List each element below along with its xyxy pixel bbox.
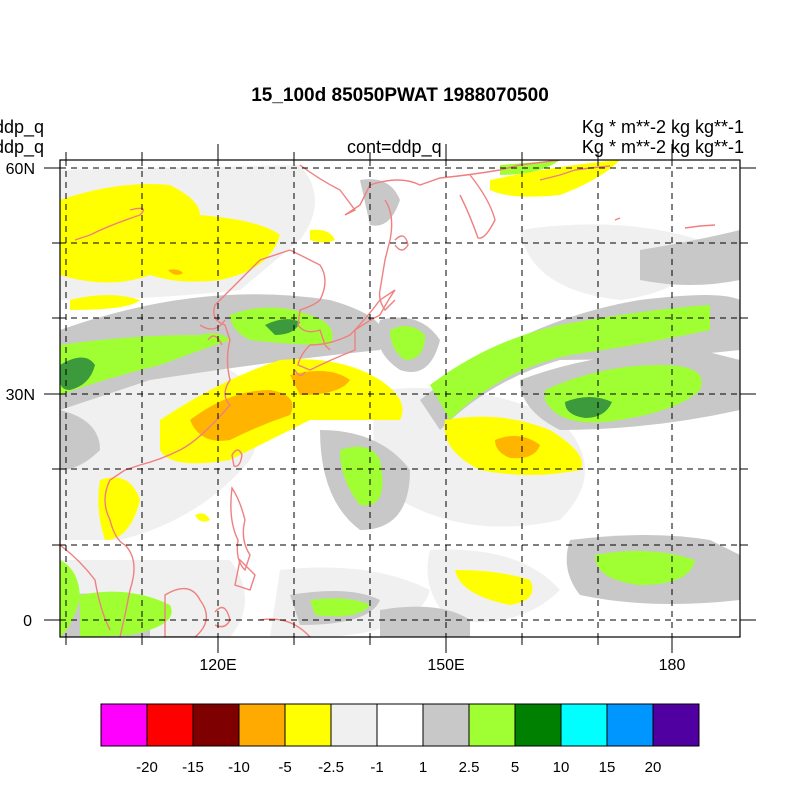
colorbar-swatch — [606, 703, 654, 747]
colorbar: -20 -15 -10 -5 -2.5 -1 1 2.5 5 10 15 20 — [100, 703, 700, 776]
units-label: Kg * m**-2 kg kg**-1 — [581, 117, 744, 137]
colorbar-label: -2.5 — [318, 759, 344, 776]
colorbar-swatch — [284, 703, 332, 747]
contour-label: cont=ddp_q — [347, 137, 442, 157]
colorbar-swatch — [238, 703, 286, 747]
colorbar-label: -5 — [278, 759, 291, 776]
plot-title: 15_100d 85050PWAT 1988070500 — [251, 85, 549, 106]
colorbar-swatch — [652, 703, 700, 747]
filled-contours — [60, 160, 740, 637]
colorbar-label: -10 — [228, 759, 250, 776]
lat-label-60n: 60N — [6, 161, 35, 178]
axis-ticks — [44, 144, 756, 653]
colorbar-label: -1 — [370, 759, 383, 776]
left-variable-label-2: ddp_q — [0, 137, 45, 157]
colorbar-label: 5 — [511, 759, 519, 776]
colorbar-swatch — [376, 703, 424, 747]
lon-label-180: 180 — [659, 657, 686, 674]
colorbar-label: 2.5 — [459, 759, 480, 776]
colorbar-label: 20 — [645, 759, 662, 776]
map-frame — [59, 159, 741, 638]
colorbar-swatch — [560, 703, 608, 747]
colorbar-swatch — [330, 703, 378, 747]
lon-label-150e: 150E — [427, 657, 464, 674]
colorbar-label: 15 — [599, 759, 616, 776]
lat-label-30n: 30N — [6, 387, 35, 404]
grid-lines — [60, 160, 740, 637]
coastlines — [60, 160, 716, 637]
colorbar-swatch — [100, 703, 148, 747]
lon-label-120e: 120E — [199, 657, 236, 674]
colorbar-swatch — [514, 703, 562, 747]
colorbar-label: -15 — [182, 759, 204, 776]
units-label-2: Kg * m**-2 kg kg**-1 — [581, 137, 744, 157]
colorbar-swatch — [146, 703, 194, 747]
colorbar-swatch — [192, 703, 240, 747]
colorbar-label: 1 — [419, 759, 427, 776]
left-variable-label: ddp_q — [0, 117, 45, 137]
colorbar-swatch — [422, 703, 470, 747]
colorbar-swatch — [468, 703, 516, 747]
colorbar-label: 10 — [553, 759, 570, 776]
lat-label-0: 0 — [23, 613, 32, 630]
colorbar-label: -20 — [136, 759, 158, 776]
